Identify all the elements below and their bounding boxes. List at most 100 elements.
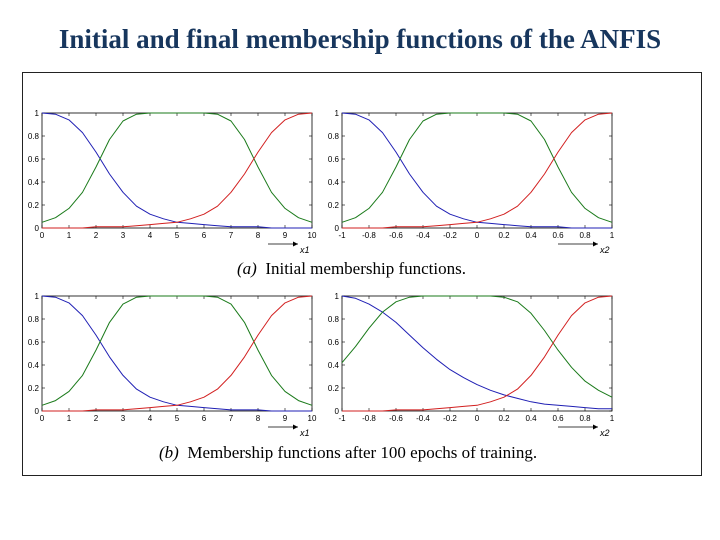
- x-tick-label: 0.4: [525, 231, 537, 240]
- y-tick-label: 0.2: [328, 201, 340, 210]
- x-tick-label: -0.8: [362, 231, 376, 240]
- series-line-blue: [41, 295, 312, 412]
- y-tick-label: 0: [35, 224, 40, 233]
- x-tick-label: 0.8: [579, 414, 591, 423]
- x-tick-label: 1: [610, 231, 615, 240]
- slide-title: Initial and final membership functions o…: [58, 24, 662, 54]
- series-line-red: [42, 112, 313, 229]
- series-line-red: [42, 295, 313, 412]
- x-tick-label: -0.4: [416, 414, 430, 423]
- axis-arrow-head: [593, 241, 598, 247]
- x-tick-label: 2: [94, 414, 99, 423]
- y-tick-label: 1: [35, 109, 40, 118]
- x-tick-label: 7: [229, 414, 234, 423]
- plot-a-x1: 0 1 2 3 4 5 6 7 8 9 10 0 0.2 0.4 0.6 0.8 1 x1: [28, 109, 317, 255]
- x-tick-label: 2: [94, 231, 99, 240]
- x-tick-label: 3: [121, 231, 126, 240]
- x-tick-label: 1: [67, 231, 72, 240]
- series-line-green: [41, 295, 313, 406]
- x-axis-label: x1: [299, 428, 310, 438]
- x-tick-label: 0: [475, 231, 480, 240]
- series-line-green: [341, 295, 613, 398]
- x-tick-label: 0.6: [552, 414, 564, 423]
- plot-frame: [341, 112, 613, 229]
- x-tick-label: -1: [338, 414, 346, 423]
- plot-b-x1: 0 1 2 3 4 5 6 7 8 9 10 0 0.2 0.4 0.6 0.8 1 x1: [28, 292, 317, 438]
- series-line-blue: [341, 295, 612, 410]
- y-tick-label: 1: [335, 292, 340, 301]
- x-tick-label: 5: [175, 414, 180, 423]
- y-tick-label: 0.6: [28, 338, 40, 347]
- x-axis-label: x1: [299, 245, 310, 255]
- x-tick-label: 0: [40, 231, 45, 240]
- caption-a-text: Initial membership functions.: [265, 259, 466, 278]
- series-line-red: [342, 112, 613, 229]
- x-tick-label: -0.6: [389, 231, 403, 240]
- y-tick-label: 0.4: [328, 361, 340, 370]
- y-tick-label: 0.8: [328, 315, 340, 324]
- y-tick-label: 0.8: [328, 132, 340, 141]
- x-tick-label: 5: [175, 231, 180, 240]
- x-tick-label: 1: [610, 414, 615, 423]
- x-tick-label: 0: [475, 414, 480, 423]
- x-tick-label: -0.2: [443, 414, 457, 423]
- y-tick-label: 0.6: [328, 338, 340, 347]
- x-axis-label: x2: [599, 245, 610, 255]
- plot-b-x2: -1 -0.8 -0.6 -0.4 -0.2 0 0.2 0.4 0.6 0.8 1 0 0.2 0.4 0…: [328, 292, 615, 438]
- x-tick-label: -0.6: [389, 414, 403, 423]
- y-tick-label: 0.2: [328, 384, 340, 393]
- y-tick-label: 0.4: [28, 361, 40, 370]
- plot-frame: [341, 295, 613, 412]
- caption-b: (b) Membership functions after 100 epoch…: [159, 443, 537, 463]
- caption-b-label: (b): [159, 443, 179, 462]
- x-tick-label: -0.4: [416, 231, 430, 240]
- y-tick-label: 0.2: [28, 384, 40, 393]
- x-tick-label: -1: [338, 231, 346, 240]
- y-tick-label: 1: [35, 292, 40, 301]
- x-tick-label: 0.6: [552, 231, 564, 240]
- y-tick-label: 1: [335, 109, 340, 118]
- series-line-blue: [341, 112, 612, 229]
- y-tick-label: 0.4: [328, 178, 340, 187]
- caption-a: (a) Initial membership functions.: [237, 259, 466, 279]
- x-tick-label: 8: [256, 231, 261, 240]
- x-axis-label: x2: [599, 428, 610, 438]
- x-tick-label: 10: [308, 414, 317, 423]
- x-tick-label: 6: [202, 414, 207, 423]
- series-line-green: [41, 112, 313, 223]
- axis-arrow-head: [593, 424, 598, 430]
- x-tick-label: 4: [148, 231, 153, 240]
- x-tick-label: 9: [283, 231, 288, 240]
- x-tick-label: 4: [148, 414, 153, 423]
- x-tick-label: 6: [202, 231, 207, 240]
- x-tick-label: 0.4: [525, 414, 537, 423]
- x-tick-label: 1: [67, 414, 72, 423]
- plot-frame: [41, 112, 313, 229]
- y-tick-label: 0.6: [28, 155, 40, 164]
- x-tick-label: 7: [229, 231, 234, 240]
- y-tick-label: 0.2: [28, 201, 40, 210]
- x-tick-label: 0.8: [579, 231, 591, 240]
- x-tick-label: 9: [283, 414, 288, 423]
- axis-arrow-head: [293, 424, 298, 430]
- series-line-blue: [41, 112, 312, 229]
- x-tick-label: 0.2: [498, 414, 510, 423]
- x-tick-label: -0.2: [443, 231, 457, 240]
- x-tick-label: 0.2: [498, 231, 510, 240]
- y-tick-label: 0: [335, 224, 340, 233]
- x-tick-label: 8: [256, 414, 261, 423]
- axis-arrow-head: [293, 241, 298, 247]
- y-tick-label: 0: [35, 407, 40, 416]
- caption-b-text: Membership functions after 100 epochs of…: [187, 443, 538, 462]
- x-tick-label: 3: [121, 414, 126, 423]
- series-line-green: [341, 112, 613, 223]
- plot-a-x2: -1 -0.8 -0.6 -0.4 -0.2 0 0.2 0.4 0.6 0.8 1 0 0.2 0.4 0…: [328, 109, 615, 255]
- y-tick-label: 0.6: [328, 155, 340, 164]
- caption-a-label: (a): [237, 259, 257, 278]
- x-tick-label: 0: [40, 414, 45, 423]
- y-tick-label: 0.4: [28, 178, 40, 187]
- y-tick-label: 0: [335, 407, 340, 416]
- x-tick-label: 10: [308, 231, 317, 240]
- y-tick-label: 0.8: [28, 315, 40, 324]
